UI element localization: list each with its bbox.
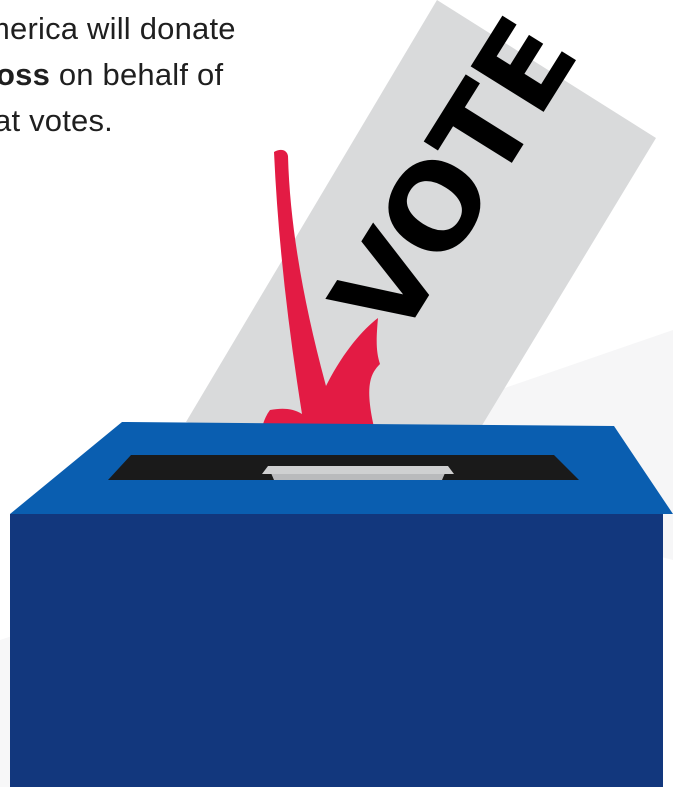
caption-line-2: oss on behalf of bbox=[0, 52, 340, 98]
caption-line-3: at votes. bbox=[0, 103, 113, 138]
caption-bold-word: oss bbox=[0, 57, 51, 92]
caption-line-2-rest: on behalf of bbox=[50, 57, 224, 92]
checkmark-icon bbox=[260, 149, 384, 465]
ballot-sheet-lower bbox=[262, 466, 454, 474]
ballot-box-front bbox=[10, 514, 663, 787]
caption-text: merica will donate oss on behalf of at v… bbox=[0, 6, 340, 144]
caption-line-1: merica will donate bbox=[0, 11, 236, 46]
